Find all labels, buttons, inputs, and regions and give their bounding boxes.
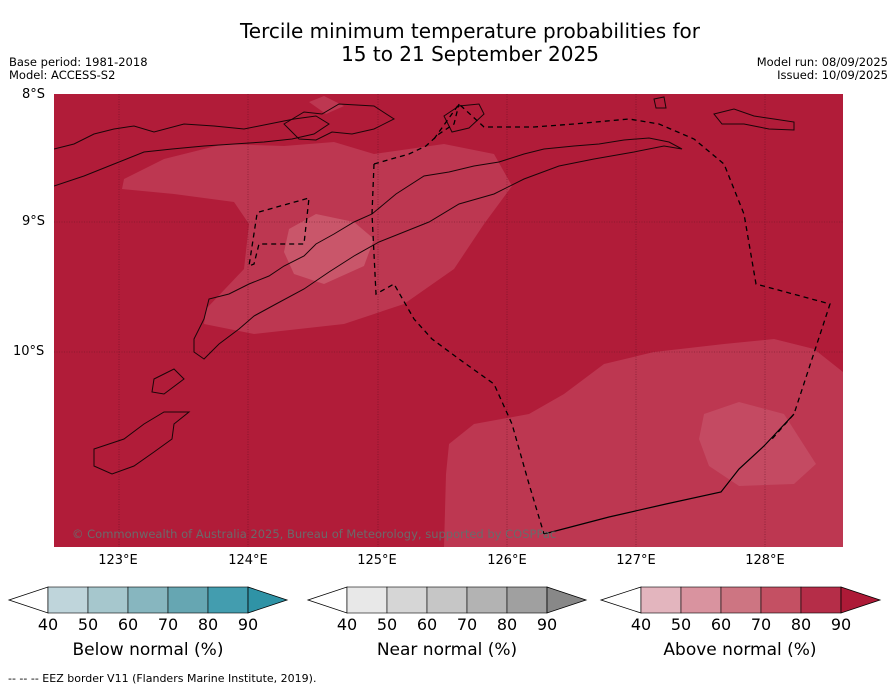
- title-line-2: 15 to 21 September 2025: [341, 42, 599, 66]
- semau-coast: [151, 368, 185, 395]
- chart-title: Tercile minimum temperature probabilitie…: [0, 20, 896, 66]
- below-segment-3: [167, 586, 209, 614]
- near-segment-1: [386, 586, 428, 614]
- above-tick-40: 40: [630, 615, 652, 634]
- above-segment-0: [640, 586, 682, 614]
- below-extend-high: [247, 586, 289, 614]
- colorbar-below-label: Below normal (%): [72, 640, 224, 660]
- rote-coast: [93, 411, 191, 475]
- map-copyright: © Commonwealth of Australia 2025, Bureau…: [72, 527, 556, 541]
- below-tick-90: 90: [237, 615, 259, 634]
- light-region-south: [444, 339, 843, 547]
- below-segment-0: [47, 586, 89, 614]
- model-run: Model run: 08/09/2025: [756, 55, 888, 69]
- near-segment-2: [426, 586, 468, 614]
- above-segment-1: [680, 586, 722, 614]
- lon-label-123e: 123°E: [98, 553, 138, 568]
- below-segment-4: [207, 586, 249, 614]
- near-tick-90: 90: [536, 615, 558, 634]
- near-segment-4: [506, 586, 548, 614]
- below-tick-70: 70: [157, 615, 179, 634]
- graticule: [54, 94, 843, 547]
- light-region-top: [309, 96, 344, 114]
- lon-label-125e: 125°E: [357, 553, 397, 568]
- above-tick-60: 60: [710, 615, 732, 634]
- near-extend-low: [306, 586, 348, 614]
- above-tick-90: 90: [830, 615, 852, 634]
- above-segment-3: [760, 586, 802, 614]
- near-segment-3: [466, 586, 508, 614]
- above-tick-80: 80: [790, 615, 812, 634]
- probability-map: © Commonwealth of Australia 2025, Bureau…: [54, 94, 843, 547]
- meta-left: Base period: 1981-2018 Model: ACCESS-S2: [9, 56, 148, 82]
- near-tick-40: 40: [336, 615, 358, 634]
- lighter-patch: [284, 214, 374, 284]
- timor-island-coast: [193, 137, 683, 360]
- above-tick-70: 70: [750, 615, 772, 634]
- near-extend-high: [546, 586, 588, 614]
- near-tick-50: 50: [376, 615, 398, 634]
- flores-fragment: [283, 103, 396, 141]
- colorbar-below: [7, 586, 289, 614]
- model-name: Model: ACCESS-S2: [9, 68, 116, 82]
- lon-label-126e: 126°E: [487, 553, 527, 568]
- below-tick-40: 40: [37, 615, 59, 634]
- above-extend-high: [840, 586, 882, 614]
- below-extend-low: [7, 586, 49, 614]
- lon-label-128e: 128°E: [745, 553, 785, 568]
- small-island-2: [713, 108, 795, 131]
- small-island-1: [653, 96, 667, 109]
- eez-line-north: [433, 103, 831, 440]
- lat-label-8s: 8°S: [22, 87, 46, 102]
- near-tick-60: 60: [416, 615, 438, 634]
- near-tick-70: 70: [456, 615, 478, 634]
- near-tick-80: 80: [496, 615, 518, 634]
- alor-coast: [54, 115, 330, 187]
- near-segment-0: [346, 586, 388, 614]
- lon-label-124e: 124°E: [228, 553, 268, 568]
- colorbar-above: [599, 586, 882, 614]
- title-line-1: Tercile minimum temperature probabilitie…: [239, 19, 701, 43]
- above-segment-4: [800, 586, 842, 614]
- lat-label-9s: 9°S: [22, 214, 46, 229]
- above-extend-low: [599, 586, 642, 614]
- above-tick-50: 50: [670, 615, 692, 634]
- meta-right: Model run: 08/09/2025 Issued: 10/09/2025: [757, 56, 888, 82]
- colorbars: [7, 586, 882, 614]
- below-tick-60: 60: [117, 615, 139, 634]
- colorbar-above-label: Above normal (%): [663, 640, 817, 660]
- base-period: Base period: 1981-2018: [9, 55, 148, 69]
- colorbar-near: [306, 586, 588, 614]
- maritime-boundary-solid: [543, 413, 795, 535]
- below-tick-80: 80: [197, 615, 219, 634]
- below-tick-50: 50: [77, 615, 99, 634]
- above-segment-2: [720, 586, 762, 614]
- eez-line-central: [373, 103, 460, 165]
- below-segment-2: [127, 586, 169, 614]
- eez-border: [248, 103, 831, 535]
- lon-label-127e: 127°E: [616, 553, 656, 568]
- below-segment-1: [87, 586, 129, 614]
- issued-date: Issued: 10/09/2025: [777, 68, 888, 82]
- colorbar-near-label: Near normal (%): [376, 640, 518, 660]
- eez-line-down: [371, 163, 545, 535]
- eez-footnote: -- -- -- EEZ border V11 (Flanders Marine…: [8, 672, 317, 685]
- lat-label-10s: 10°S: [13, 344, 45, 359]
